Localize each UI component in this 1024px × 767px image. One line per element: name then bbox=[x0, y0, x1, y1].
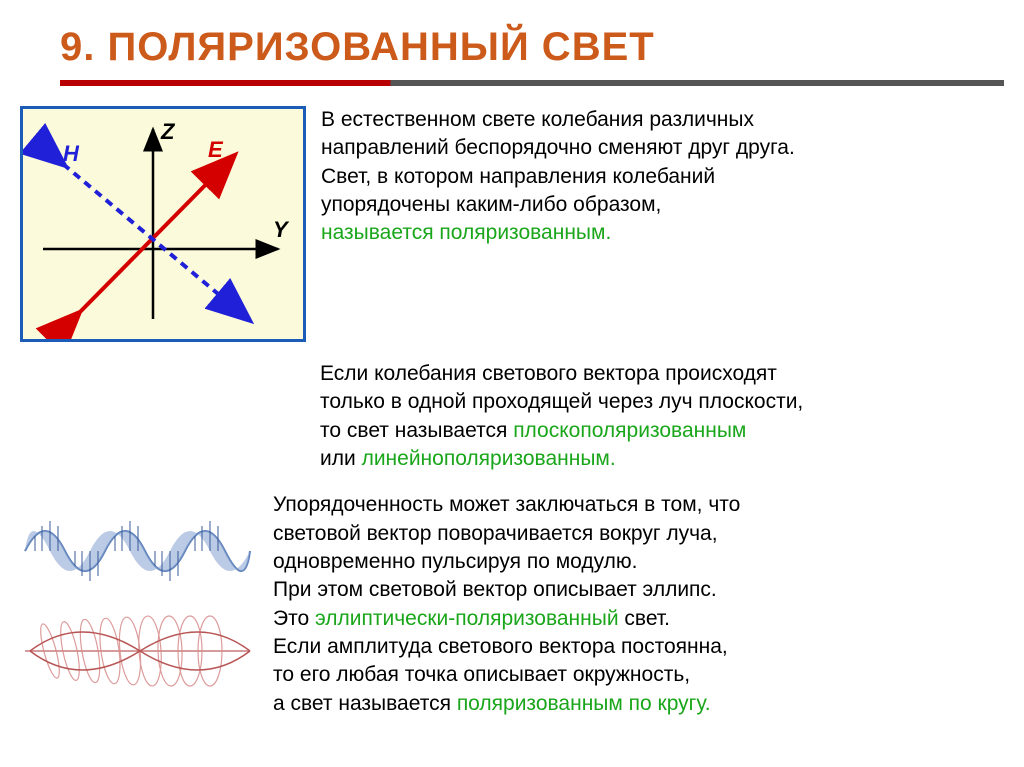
p3-line8b: поляризованным по кругу. bbox=[457, 692, 711, 715]
p1-line2: направлений беспорядочно сменяют друг др… bbox=[321, 136, 795, 159]
e-vector-label: E bbox=[208, 137, 223, 163]
z-axis-label: Z bbox=[161, 119, 174, 145]
p3-line1: Упорядоченность может заключаться в том,… bbox=[273, 493, 740, 516]
p3-line5a: Это bbox=[273, 607, 315, 630]
slide-title: 9. ПОЛЯРИЗОВАННЫЙ СВЕТ bbox=[0, 0, 1024, 80]
p3-line5c: свет. bbox=[619, 607, 670, 630]
p1-line3: Свет, в котором направления колебаний bbox=[321, 165, 715, 188]
p3-line8a: а свет называется bbox=[273, 692, 457, 715]
p3-line7: то его любая точка описывает окружность, bbox=[273, 663, 690, 686]
content-area: Z Y E H В естественном свете колебания р… bbox=[0, 106, 1024, 718]
p3-line6: Если амплитуда светового вектора постоян… bbox=[273, 635, 728, 658]
p3-line4: При этом световой вектор описывает эллип… bbox=[273, 578, 717, 601]
paragraph-1: В естественном свете колебания различных… bbox=[321, 106, 994, 248]
paragraph-3: Упорядоченность может заключаться в том,… bbox=[273, 491, 994, 718]
p2-line3b: плоскополяризованным bbox=[513, 419, 746, 442]
p3-line3: одновременно пульсируя по модулю. bbox=[273, 550, 638, 573]
p2-line3a: то свет называется bbox=[320, 419, 513, 442]
paragraph-2: Если колебания светового вектора происхо… bbox=[320, 360, 994, 473]
top-row: Z Y E H В естественном свете колебания р… bbox=[20, 106, 994, 342]
p1-line1: В естественном свете колебания различных bbox=[321, 108, 754, 131]
title-divider bbox=[60, 80, 1004, 86]
p2-line1: Если колебания светового вектора происхо… bbox=[320, 362, 777, 385]
p3-line2: световой вектор поворачивается вокруг лу… bbox=[273, 522, 718, 545]
p3-line5b: эллиптически-поляризованный bbox=[315, 607, 619, 630]
wave-svg bbox=[20, 491, 255, 691]
p2-line2: только в одной проходящей через луч плос… bbox=[320, 390, 803, 413]
wave-illustration bbox=[20, 491, 255, 691]
p2-line4b: линейнополяризованным. bbox=[362, 447, 616, 470]
bottom-row: Упорядоченность может заключаться в том,… bbox=[20, 491, 994, 718]
p1-line5: называется поляризованным. bbox=[321, 221, 611, 244]
h-vector-label: H bbox=[63, 141, 79, 167]
p1-line4: упорядочены каким-либо образом, bbox=[321, 193, 661, 216]
p2-line4a: или bbox=[320, 447, 362, 470]
polarization-diagram: Z Y E H bbox=[20, 106, 306, 342]
y-axis-label: Y bbox=[273, 217, 288, 243]
